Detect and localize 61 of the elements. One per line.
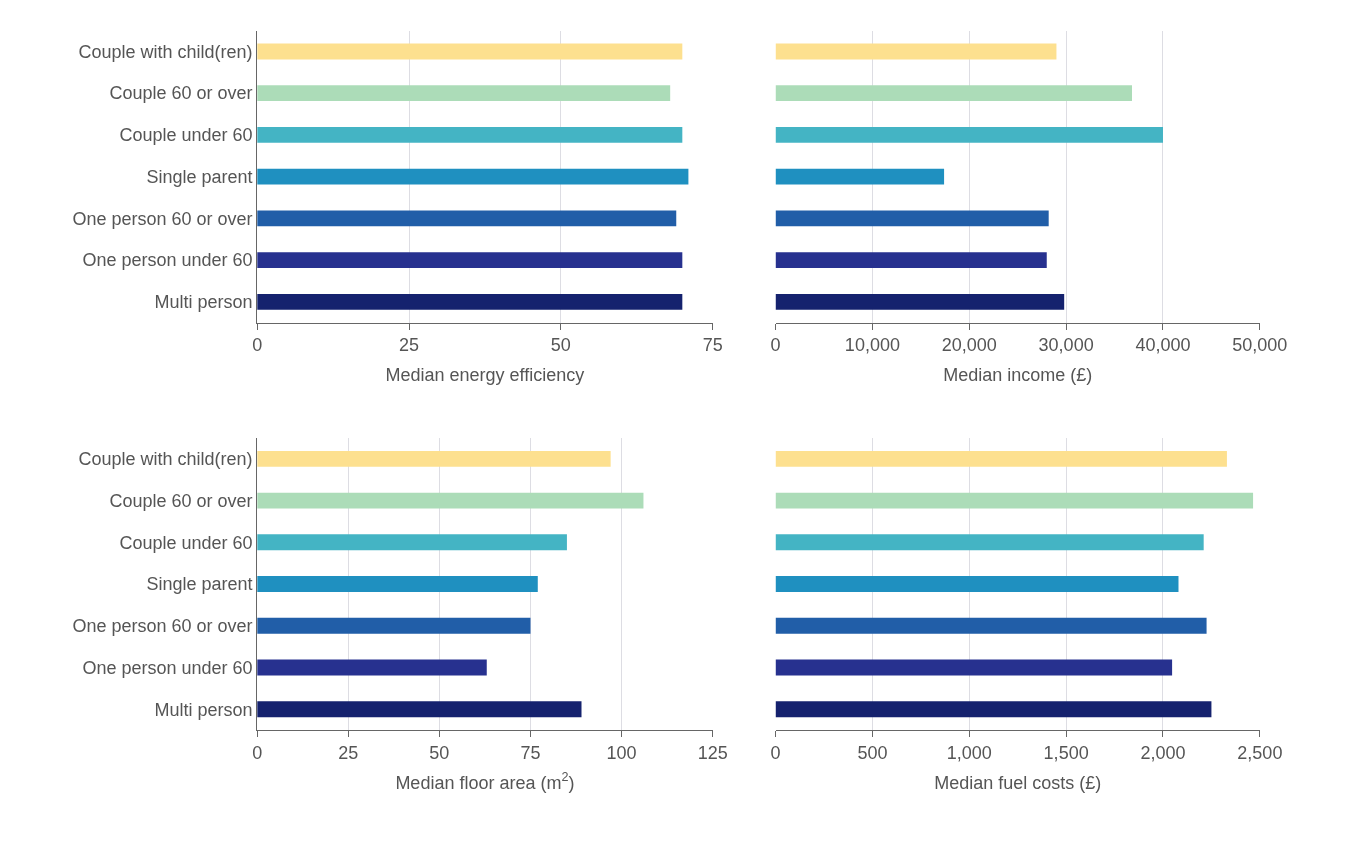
x-axis-title: Median floor area (m$^{2}$) [395,770,575,793]
bar [775,43,1057,60]
bar [257,659,487,676]
y-tick-label: Single parent [146,166,253,187]
y-tick-label: One person 60 or over [72,208,253,229]
x-tick-label: 75 [520,742,541,763]
y-tick-label: Single parent [146,574,253,595]
x-tick-label: 30,000 [1038,335,1094,356]
x-tick-label: 2,000 [1140,742,1186,763]
x-axis-title: Median income (£) [943,365,1093,386]
x-tick-label: 50 [550,335,571,356]
bar [775,450,1227,467]
bar [775,168,945,185]
x-tick-label: 25 [398,335,420,356]
x-tick-label: 100 [606,742,637,763]
bar [257,701,582,718]
bar [257,450,611,467]
y-tick-label: Couple with child(ren) [78,449,253,470]
x-tick-label: 75 [702,335,723,356]
x-tick-label: 2,500 [1237,742,1283,763]
x-tick-label: 0 [770,742,781,763]
x-tick-label: 40,000 [1135,335,1191,356]
bar [775,293,1065,310]
y-tick-label: Couple 60 or over [109,490,253,511]
bar [775,617,1207,634]
bar [257,492,644,509]
x-tick-label: 1,500 [1043,742,1089,763]
bar [775,659,1173,676]
y-tick-label: Couple under 60 [119,125,253,146]
x-tick-label: 0 [770,335,781,356]
bar [775,576,1179,592]
bar [257,617,531,634]
bar [775,85,1132,102]
y-tick-label: One person under 60 [82,657,253,678]
x-tick-label: 50 [429,742,450,763]
x-axis-title: Median fuel costs (£) [934,772,1102,793]
x-tick-label: 50,000 [1232,335,1288,356]
x-tick-label: 25 [338,742,359,763]
bar [775,210,1049,227]
y-tick-label: Multi person [154,292,253,313]
x-tick-label: 500 [857,742,888,763]
x-tick-label: 125 [697,742,728,763]
x-tick-label: 10,000 [844,335,900,356]
x-tick-label: 1,000 [946,742,992,763]
x-tick-label: 0 [252,742,263,763]
y-tick-label: Multi person [154,699,253,720]
y-tick-label: Couple under 60 [119,532,253,553]
y-tick-label: Couple 60 or over [109,83,253,104]
x-tick-label: 0 [252,335,263,356]
x-tick-label: 20,000 [941,335,997,356]
bar [775,252,1047,269]
y-tick-label: One person 60 or over [72,616,253,637]
bar [775,492,1254,509]
bar [257,534,567,551]
bar [257,576,538,592]
x-axis-title: Median energy efficiency [385,365,585,386]
y-tick-label: Couple with child(ren) [78,41,253,62]
bar [775,534,1204,551]
y-tick-label: One person under 60 [82,250,253,271]
bar [775,126,1163,143]
bar [775,701,1212,718]
